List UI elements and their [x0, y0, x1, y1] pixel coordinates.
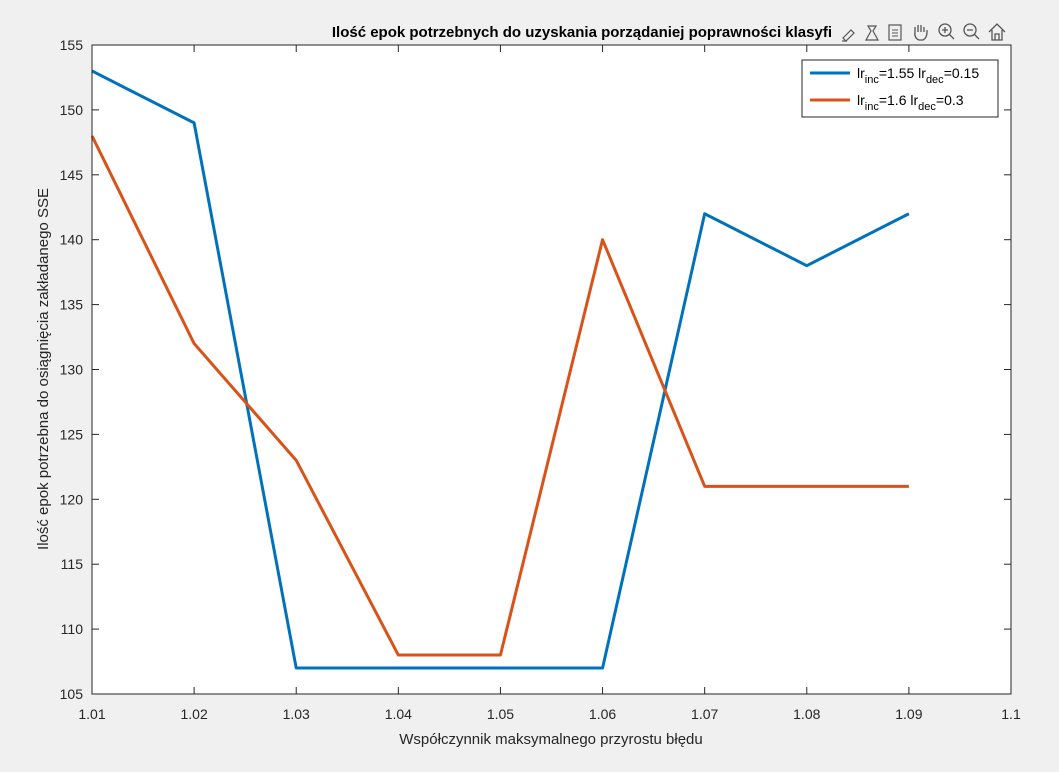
- y-axis-label: Ilość epok potrzebna do osiągnięcia zakł…: [35, 188, 52, 550]
- zoom-out-icon[interactable]: [964, 24, 979, 39]
- data-tip-icon[interactable]: [866, 26, 878, 40]
- y-tick-label: 130: [60, 362, 84, 378]
- home-icon[interactable]: [989, 24, 1005, 40]
- legend: lrinc=1.55 lrdec=0.15 lrinc=1.6 lrdec=0.…: [802, 60, 998, 117]
- x-tick-label: 1.1: [1001, 706, 1021, 722]
- y-tick-label: 150: [60, 102, 84, 118]
- y-tick-label: 155: [60, 37, 84, 53]
- plot-area: [92, 45, 1011, 694]
- y-tick-label: 135: [60, 297, 84, 313]
- x-tick-label: 1.05: [487, 706, 514, 722]
- x-tick-label: 1.04: [385, 706, 412, 722]
- x-tick-label: 1.07: [691, 706, 718, 722]
- y-tick-label: 105: [60, 686, 84, 702]
- x-tick-label: 1.08: [793, 706, 820, 722]
- x-tick-label: 1.01: [78, 706, 105, 722]
- brush-icon[interactable]: [842, 30, 854, 41]
- y-tick-label: 140: [60, 232, 84, 248]
- y-tick-label: 110: [61, 621, 84, 637]
- y-tick-label: 120: [60, 491, 84, 507]
- y-tick-label: 145: [60, 167, 84, 183]
- x-tick-label: 1.06: [589, 706, 616, 722]
- x-axis-label: Współczynnik maksymalnego przyrostu błęd…: [399, 731, 702, 748]
- chart-title: Ilość epok potrzebnych do uzyskania porz…: [332, 24, 832, 41]
- y-tick-label: 125: [60, 426, 84, 442]
- x-tick-label: 1.02: [180, 706, 207, 722]
- x-tick-label: 1.09: [895, 706, 922, 722]
- export-icon[interactable]: [889, 25, 901, 40]
- pan-hand-icon[interactable]: [915, 25, 927, 40]
- y-tick-label: 115: [61, 556, 84, 572]
- x-tick-label: 1.03: [283, 706, 310, 722]
- axes-toolbar: [842, 24, 1005, 41]
- zoom-in-icon[interactable]: [939, 24, 954, 39]
